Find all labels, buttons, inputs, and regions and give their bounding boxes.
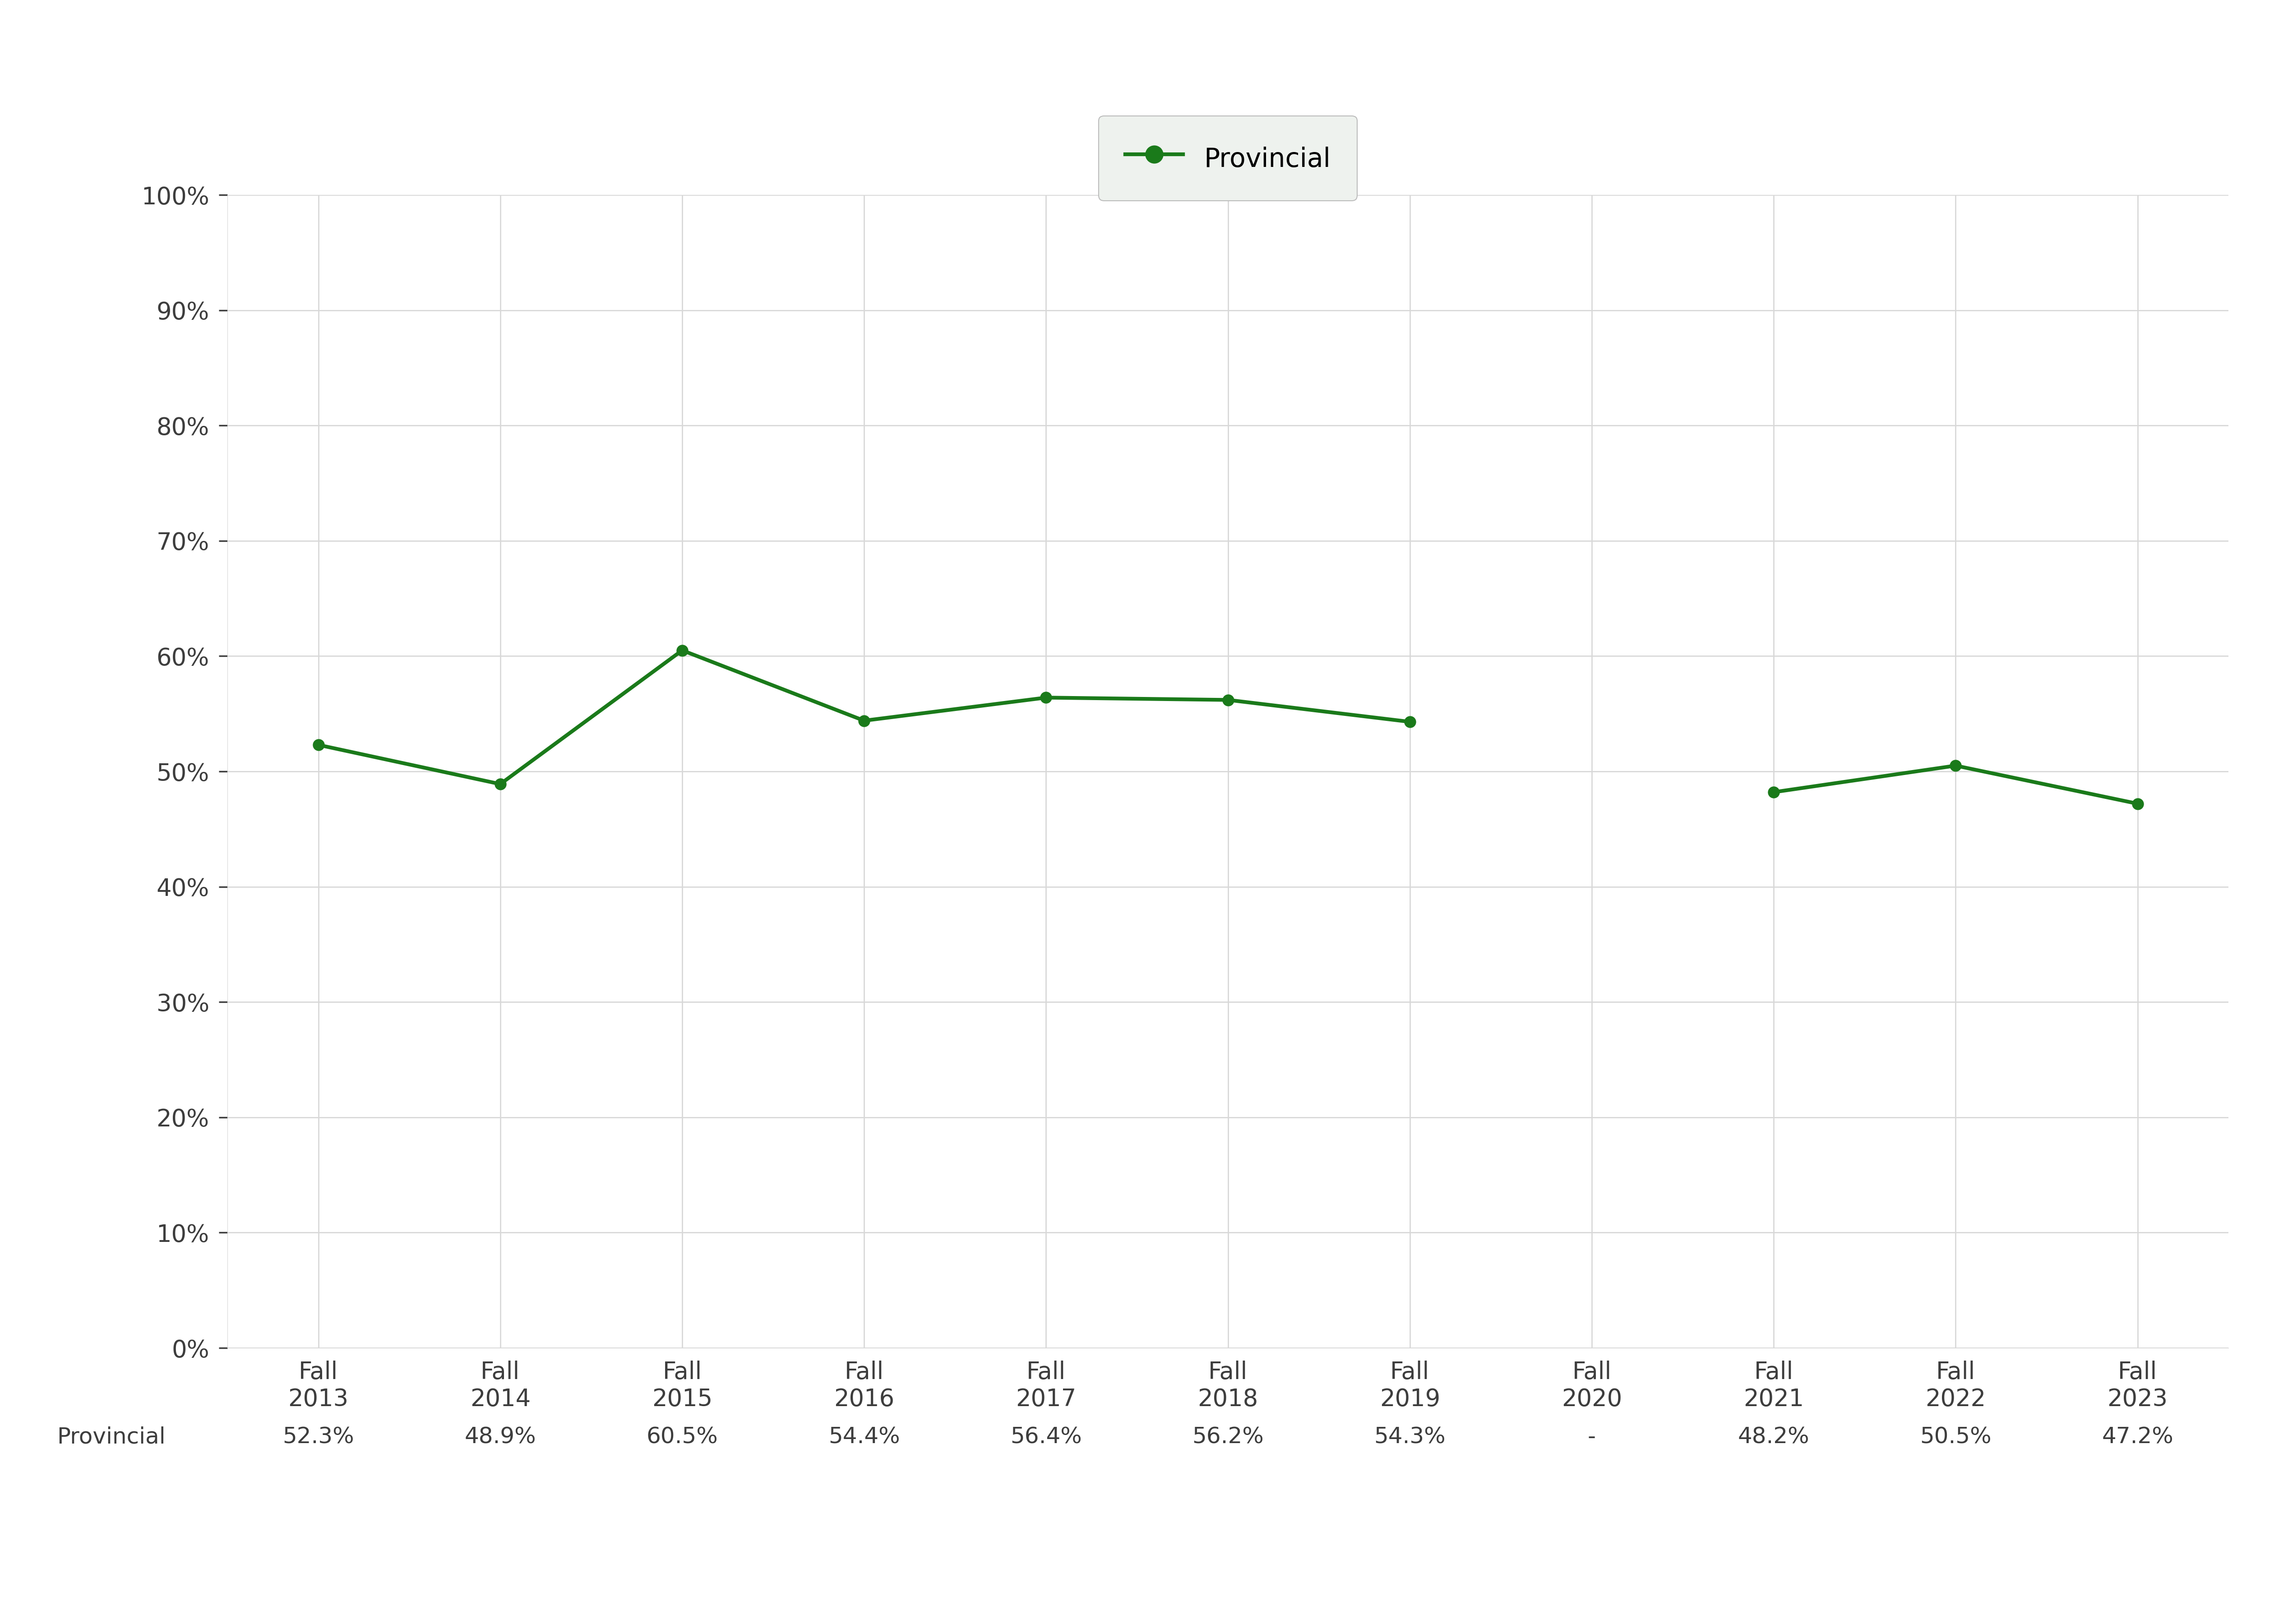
Text: 60.5%: 60.5%: [646, 1426, 719, 1449]
Text: 47.2%: 47.2%: [2101, 1426, 2174, 1449]
Text: -: -: [1587, 1426, 1596, 1449]
Text: 52.3%: 52.3%: [282, 1426, 355, 1449]
Text: 56.4%: 56.4%: [1010, 1426, 1082, 1449]
Text: 54.3%: 54.3%: [1373, 1426, 1446, 1449]
Text: 54.4%: 54.4%: [828, 1426, 901, 1449]
Text: Provincial: Provincial: [57, 1426, 166, 1449]
Text: 56.2%: 56.2%: [1192, 1426, 1264, 1449]
Text: 48.2%: 48.2%: [1737, 1426, 1810, 1449]
Text: 50.5%: 50.5%: [1919, 1426, 1992, 1449]
Legend: Provincial: Provincial: [1098, 115, 1358, 200]
Text: 48.9%: 48.9%: [464, 1426, 537, 1449]
